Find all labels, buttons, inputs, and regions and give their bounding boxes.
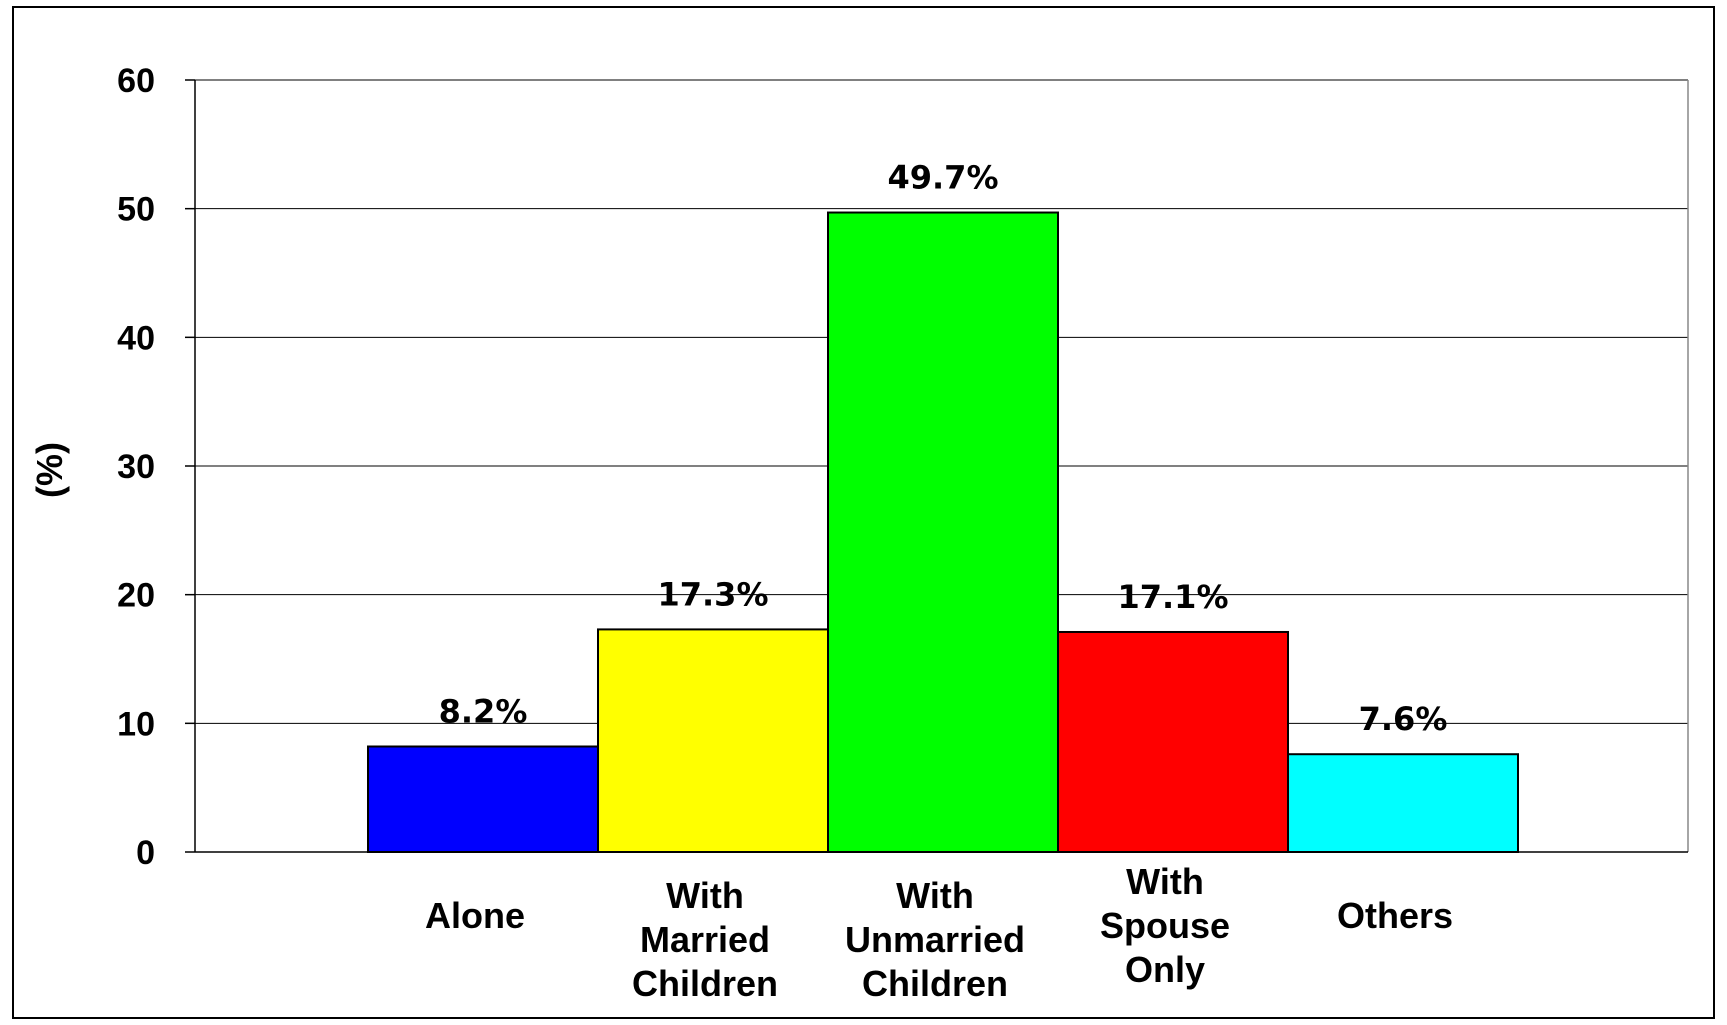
gridlines bbox=[195, 79, 1688, 724]
x-tick-label: With Married Children bbox=[632, 875, 778, 1004]
bar-with-spouse-only bbox=[1057, 630, 1289, 853]
bar-with-unmarried-children bbox=[827, 211, 1059, 853]
data-label: 49.7% bbox=[887, 159, 998, 197]
y-tick-label: 50 bbox=[117, 191, 155, 229]
data-label: 17.3% bbox=[657, 575, 768, 613]
data-label: 8.2% bbox=[439, 692, 528, 730]
labels: 8.2% Alone 17.3% With Married Children 49.7% Wi… bbox=[425, 159, 1453, 1004]
data-label: 17.1% bbox=[1117, 578, 1228, 616]
y-axis-title: (%) bbox=[29, 442, 70, 498]
x-tick-label: With Spouse Only bbox=[1100, 861, 1230, 990]
bars bbox=[367, 211, 1519, 854]
y-tick-label: 20 bbox=[117, 577, 155, 615]
x-tick-label: Alone bbox=[425, 895, 525, 936]
y-tick-label: 0 bbox=[136, 834, 155, 872]
y-tick-label: 10 bbox=[117, 705, 155, 743]
data-label: 7.6% bbox=[1359, 700, 1448, 738]
x-tick-label: Others bbox=[1337, 895, 1453, 936]
y-tick-label: 40 bbox=[117, 319, 155, 357]
bar-others bbox=[1287, 753, 1519, 853]
bar-alone bbox=[367, 745, 599, 854]
x-tick-label: With Unmarried Children bbox=[845, 875, 1025, 1004]
y-tick-label: 30 bbox=[117, 448, 155, 486]
bar-with-married-children bbox=[597, 628, 829, 854]
y-tick-label: 60 bbox=[117, 62, 155, 100]
